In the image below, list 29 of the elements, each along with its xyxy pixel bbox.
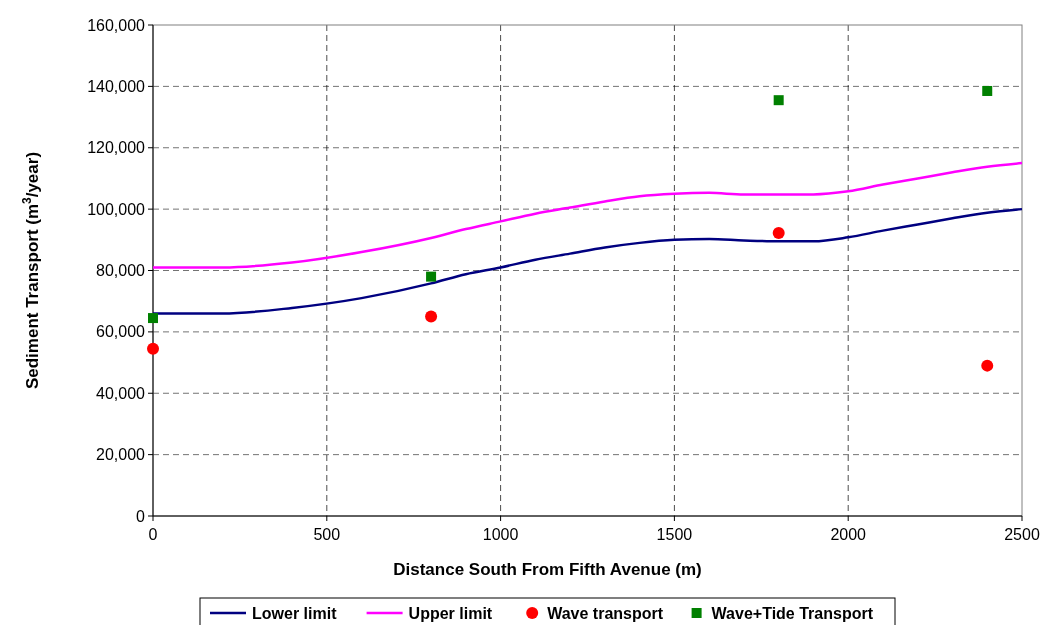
x-tick-label: 1000 (482, 526, 519, 543)
x-tick-label: 1500 (656, 526, 693, 543)
legend-label: Upper limit (408, 604, 493, 622)
legend-label: Lower limit (252, 604, 338, 622)
x-tick-label: 2500 (1004, 526, 1040, 543)
point (772, 227, 785, 240)
legend-label: Wave transport (547, 604, 664, 622)
y-tick-label: 80,000 (96, 262, 146, 280)
x-axis-title: Distance South From Fifth Avenue (m) (393, 560, 702, 579)
y-tick-label: 100,000 (87, 200, 146, 218)
point (425, 310, 438, 323)
point (981, 359, 994, 372)
point (426, 271, 437, 282)
y-tick-label: 120,000 (87, 139, 146, 157)
point (147, 342, 159, 355)
line-series (151, 161, 1024, 269)
y-tick-label: 140,000 (87, 77, 146, 95)
y-tick-label: 40,000 (96, 384, 146, 402)
y-tick-label: 60,000 (96, 323, 146, 341)
point (982, 85, 993, 96)
x-tick-label: 500 (313, 526, 341, 543)
x-tick-label: 0 (148, 526, 158, 543)
point (148, 313, 158, 324)
y-tick-label: 20,000 (96, 446, 146, 464)
legend-label: Wave+Tide Transport (711, 604, 874, 622)
point (773, 95, 784, 106)
y-tick-label: 0 (136, 507, 146, 525)
x-tick-label: 2000 (830, 526, 867, 543)
y-tick-label: 160,000 (87, 16, 146, 34)
